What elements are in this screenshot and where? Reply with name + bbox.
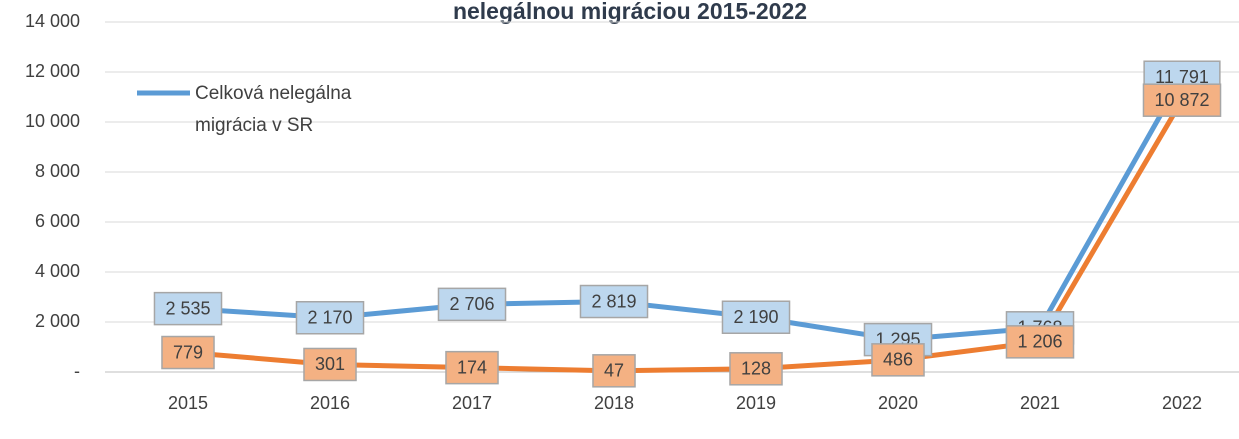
data-label-box [1142, 83, 1222, 117]
y-tick-label: 10 000 [25, 111, 80, 131]
data-label-text: 779 [173, 342, 203, 362]
x-tick-label: 2018 [594, 393, 634, 413]
data-label-box [445, 350, 499, 385]
data-label-box [161, 335, 215, 370]
data-label: 174 [445, 350, 499, 385]
y-tick-label: 6 000 [35, 211, 80, 231]
x-tick-label: 2016 [310, 393, 350, 413]
y-tick-label: - [74, 361, 80, 381]
data-label-text: 2 170 [307, 308, 352, 328]
data-label-text: 486 [883, 350, 913, 370]
x-tick-label: 2021 [1020, 393, 1060, 413]
data-label-box [871, 343, 925, 377]
data-label-text: 11 791 [1155, 67, 1209, 87]
data-label-box [729, 352, 783, 386]
data-label-text: 128 [741, 359, 771, 379]
legend-label: Celková nelegálna migrácia v SR [195, 83, 352, 136]
y-tick-label: 2 000 [35, 311, 80, 331]
y-tick-label: 8 000 [35, 161, 80, 181]
data-label-box [1005, 325, 1075, 359]
data-label: 1 206 [1005, 325, 1075, 359]
data-label-box [303, 347, 357, 382]
data-label: 10 872 [1142, 83, 1222, 117]
x-tick-label: 2015 [168, 393, 208, 413]
data-label: 2 819 [579, 284, 649, 319]
data-label-text: 2 190 [733, 307, 778, 327]
x-tick-label: 2017 [452, 393, 492, 413]
data-label-text: 301 [315, 354, 345, 374]
data-label-box [721, 300, 791, 334]
data-label-box [437, 287, 507, 322]
y-tick-label: 14 000 [25, 11, 80, 31]
data-label-box [295, 301, 365, 335]
data-label-text: 2 706 [449, 294, 494, 314]
y-tick-label: 12 000 [25, 61, 80, 81]
data-label: 779 [161, 335, 215, 370]
data-label-box [592, 354, 636, 388]
data-label-text: 1 206 [1017, 332, 1062, 352]
data-label-text: 2 535 [165, 298, 210, 318]
data-label: 2 170 [295, 301, 365, 335]
data-label: 486 [871, 343, 925, 377]
data-label: 2 535 [153, 291, 223, 326]
x-tick-label: 2020 [878, 393, 918, 413]
data-label: 47 [592, 354, 636, 388]
data-label-text: 2 819 [591, 291, 636, 311]
x-tick-label: 2019 [736, 393, 776, 413]
y-tick-label: 4 000 [35, 261, 80, 281]
data-label-box [579, 284, 649, 319]
data-label: 2 706 [437, 287, 507, 322]
data-label-text: 174 [457, 357, 487, 377]
data-label-text: 47 [604, 361, 624, 381]
chart-title: nelegálnou migráciou 2015-2022 [453, 0, 807, 24]
data-label: 301 [303, 347, 357, 382]
data-label: 2 190 [721, 300, 791, 334]
data-label: 128 [729, 352, 783, 386]
data-label-text: 10 872 [1154, 90, 1209, 110]
data-label-box [153, 291, 223, 326]
x-tick-label: 2022 [1162, 393, 1202, 413]
